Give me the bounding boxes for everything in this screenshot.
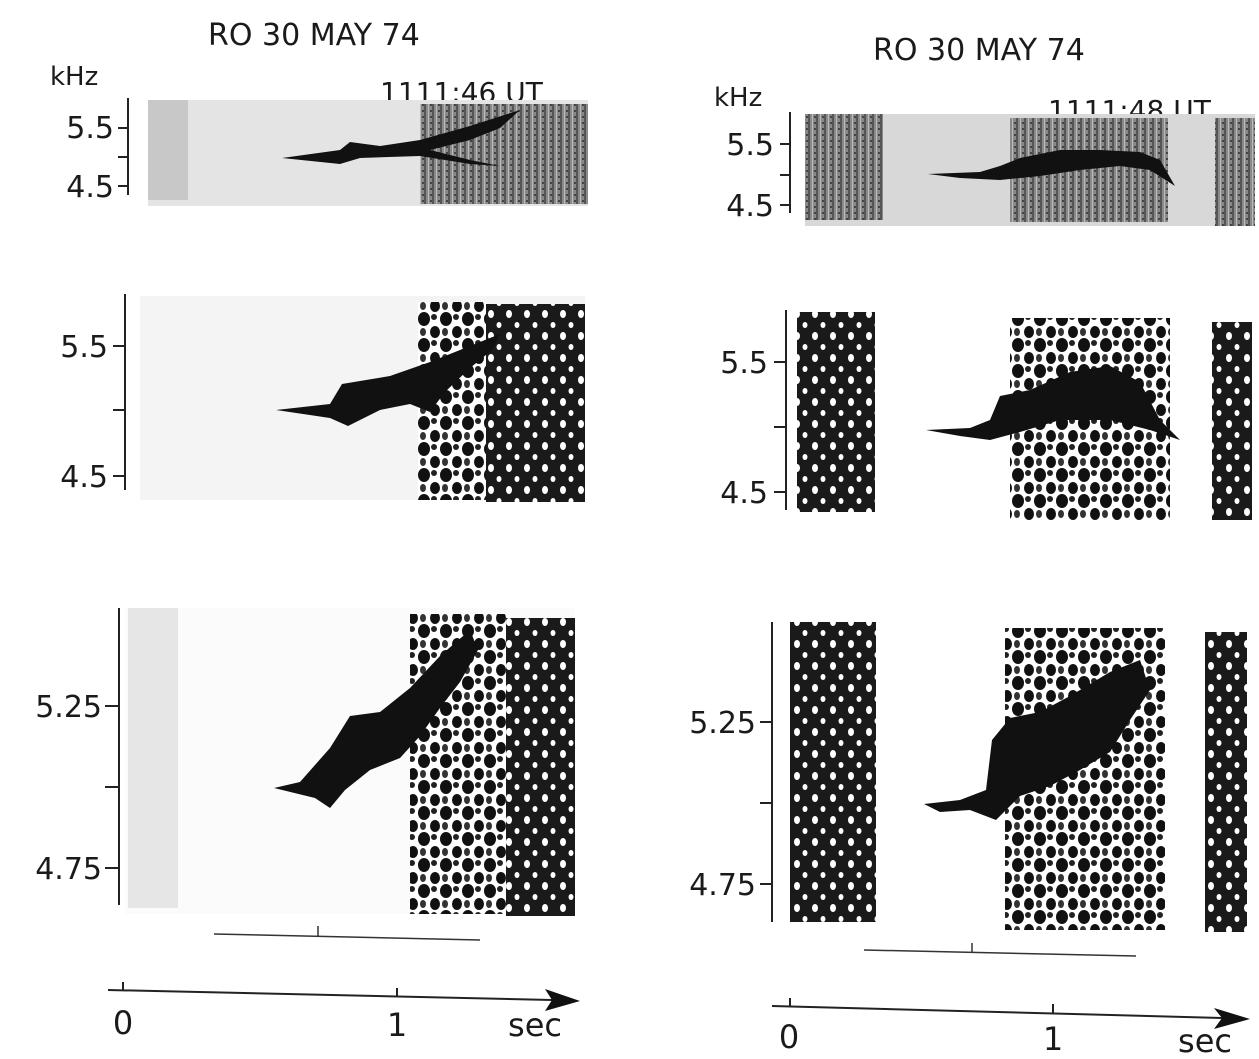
right-strip-1: 5.5 4.5: [726, 112, 1255, 226]
left-strip-3-tick-label-lower: 4.75: [35, 852, 102, 887]
left-time-tick-label-1: 1: [387, 1006, 407, 1044]
right-strip-2-right-band: [1212, 322, 1252, 520]
left-panel-title: RO 30 MAY 74: [208, 18, 420, 53]
right-strip-3-emission-trace: [924, 660, 1150, 820]
right-time-tick-label-0: 0: [779, 1018, 799, 1056]
left-duration-bar: [213, 926, 481, 941]
right-duration-bar: [863, 943, 1137, 957]
left-strip-2-emission-trace: [276, 334, 500, 426]
left-strip-3-emission-trace: [274, 630, 478, 808]
left-strip-2-dense-band: [486, 304, 585, 502]
right-time-axis: 0 1 sec: [771, 998, 1250, 1059]
right-strip-1-left-band: [805, 114, 883, 220]
right-strip-2: 5.5 4.5: [720, 310, 1252, 520]
right-date-label: 30 MAY 74: [927, 33, 1085, 68]
left-strip-1-emission-trace: [282, 110, 520, 166]
left-strip-1: 5.5 4.5: [66, 98, 588, 206]
left-strip-2-tick-label-upper: 5.5: [60, 330, 108, 365]
left-time-axis-line: [107, 989, 553, 1001]
right-strip-3-tick-label-lower: 4.75: [689, 868, 756, 903]
left-strip-3: 5.25 4.75: [35, 608, 575, 916]
right-time-unit-label: sec: [1178, 1022, 1232, 1059]
right-panel: RO 30 MAY 74 kHz 1111:48 UT 5.5 4.5: [689, 33, 1255, 1059]
left-strip-3-tick-label-upper: 5.25: [35, 690, 102, 725]
right-time-tick-label-1: 1: [1043, 1020, 1063, 1058]
right-strip-1-tick-label-upper: 5.5: [726, 128, 774, 163]
left-time-axis: 0 1 sec: [107, 982, 580, 1044]
right-strip-3-left-band: [790, 622, 876, 922]
left-time-tick-label-0: 0: [113, 1004, 133, 1042]
right-strip-1-emission-trace: [928, 150, 1175, 186]
right-strip-3-right-band: [1205, 632, 1247, 932]
right-strip-1-tick-label-lower: 4.5: [726, 189, 774, 224]
left-time-axis-arrow-icon: [545, 989, 580, 1011]
right-strip-2-emission-trace: [926, 366, 1180, 440]
right-strip-3: 5.25 4.75: [689, 622, 1247, 932]
left-date-label: 30 MAY 74: [262, 18, 420, 53]
left-strip-3-left-band: [128, 608, 178, 908]
right-strip-3-tick-label-upper: 5.25: [689, 706, 756, 741]
right-strip-2-left-band: [797, 312, 875, 512]
right-duration-line: [863, 949, 1137, 957]
left-strip-1-left-band: [148, 100, 188, 200]
right-panel-title: RO 30 MAY 74: [873, 33, 1085, 68]
right-strip-2-tick-label-upper: 5.5: [720, 346, 768, 381]
left-strip-1-tick-label-lower: 4.5: [66, 170, 114, 205]
right-time-axis-arrow-icon: [1214, 1008, 1250, 1029]
left-frequency-unit: kHz: [50, 62, 98, 92]
left-strip-2: 5.5 4.5: [60, 294, 585, 502]
left-strip-2-tick-label-lower: 4.5: [60, 460, 108, 495]
right-strip-1-right-band: [1215, 118, 1255, 226]
left-time-unit-label: sec: [508, 1006, 562, 1044]
right-time-axis-line: [771, 1005, 1223, 1019]
left-strip-1-tick-label-upper: 5.5: [66, 111, 114, 146]
left-station-label: RO: [208, 18, 252, 53]
right-strip-2-tick-label-lower: 4.5: [720, 476, 768, 511]
left-strip-3-dense-band: [506, 618, 575, 916]
left-panel: RO 30 MAY 74 kHz 1111:46 UT 5.5 4.5: [35, 18, 588, 1044]
right-frequency-unit: kHz: [714, 83, 762, 113]
right-station-label: RO: [873, 33, 917, 68]
left-duration-line: [213, 933, 481, 941]
